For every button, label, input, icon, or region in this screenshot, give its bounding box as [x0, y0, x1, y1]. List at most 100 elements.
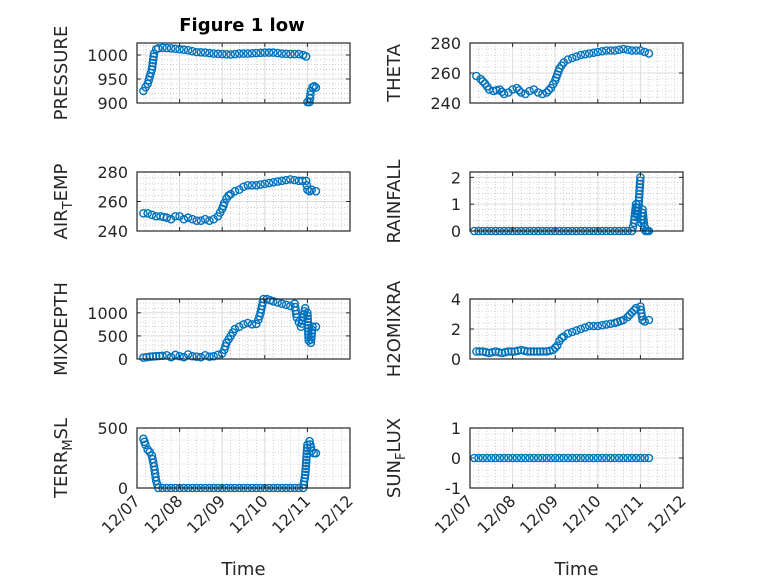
data-point — [183, 350, 193, 359]
subplot-air-temp: 240 260 280 AIRTEMP — [51, 163, 351, 241]
y-tick-label: 0 — [118, 350, 128, 369]
data-point — [205, 216, 214, 225]
data-point — [512, 453, 522, 463]
data-point — [234, 49, 244, 58]
data-point — [301, 464, 310, 474]
data-point — [512, 83, 522, 93]
data-point — [546, 453, 556, 463]
data-point — [631, 46, 641, 55]
data-point — [508, 453, 517, 463]
axes-box-terr-msl — [136, 427, 351, 489]
data-point — [145, 352, 155, 361]
data-point — [635, 176, 645, 186]
data-point — [171, 211, 180, 221]
data-point — [593, 47, 603, 57]
data-point — [171, 44, 180, 54]
data-point — [224, 191, 233, 200]
data-point — [576, 453, 586, 463]
data-point — [589, 48, 598, 58]
data-point — [567, 53, 577, 63]
data-point — [277, 299, 287, 308]
x-tick-label: 12/08 — [473, 491, 519, 537]
y-tick-label: 260 — [97, 193, 128, 212]
data-point — [535, 347, 545, 356]
x-tick-label: 12/08 — [140, 491, 186, 537]
data-point — [593, 453, 603, 463]
data-point — [644, 49, 654, 58]
x-tick-label: 12/10 — [559, 491, 605, 537]
data-point — [286, 175, 295, 184]
data-point — [200, 214, 210, 224]
data-point — [251, 48, 261, 58]
data-point — [499, 453, 509, 463]
data-point — [475, 347, 484, 356]
data-point — [550, 343, 560, 353]
data-point — [162, 43, 172, 53]
data-point — [499, 89, 509, 99]
data-point — [589, 453, 598, 463]
data-point — [619, 453, 628, 463]
data-point — [153, 43, 163, 53]
axes-box-pressure — [136, 42, 351, 104]
data-point — [497, 87, 507, 97]
data-point — [260, 179, 270, 189]
data-point — [584, 321, 594, 331]
markers-air-temp — [139, 175, 321, 225]
data-point — [243, 318, 253, 328]
data-point — [256, 180, 265, 189]
markers-sun-flux — [469, 453, 654, 463]
x-tick-label: 12/10 — [226, 491, 272, 537]
y-axis-label: PRESSURE — [51, 26, 72, 121]
y-tick-label: 1 — [451, 419, 461, 438]
grid-terr-msl — [136, 427, 351, 489]
data-point — [264, 48, 274, 57]
data-point — [602, 46, 611, 55]
data-point — [301, 461, 311, 471]
data-point — [610, 453, 620, 463]
data-point — [281, 175, 291, 185]
data-point — [301, 52, 311, 61]
data-point — [567, 453, 577, 463]
data-point — [576, 324, 586, 334]
data-point — [542, 88, 551, 97]
data-point — [563, 329, 573, 338]
markers-pressure — [139, 43, 321, 107]
data-point — [196, 352, 206, 362]
data-point — [149, 52, 158, 62]
data-point — [230, 186, 240, 196]
data-point — [217, 49, 227, 59]
figure-title: Figure 1 low — [179, 15, 304, 36]
data-point — [606, 453, 615, 463]
y-tick-label: 280 — [430, 34, 461, 53]
markers-mixdepth — [139, 294, 321, 362]
data-point — [584, 453, 594, 463]
data-point — [290, 49, 299, 59]
x-tick-label: 12/11 — [601, 491, 647, 537]
data-point — [179, 214, 189, 224]
axes-box-mixdepth — [136, 298, 351, 360]
data-point — [311, 448, 321, 458]
data-point — [307, 446, 316, 456]
data-point — [251, 180, 261, 190]
data-point — [142, 352, 151, 362]
data-point — [303, 311, 312, 321]
data-point — [638, 315, 647, 325]
data-point — [589, 321, 598, 331]
data-point — [277, 176, 287, 186]
data-point — [273, 48, 282, 58]
data-point — [260, 48, 270, 57]
x-tick-label: 12/09 — [516, 491, 562, 537]
data-point — [614, 45, 624, 55]
data-point — [538, 89, 547, 99]
y-tick-label: 0 — [451, 222, 461, 241]
data-point — [141, 440, 150, 450]
y-tick-label: 2 — [451, 320, 461, 339]
data-point — [507, 347, 516, 356]
data-point — [597, 46, 607, 56]
data-point — [567, 327, 577, 337]
data-point — [247, 49, 257, 58]
y-tick-label: 0 — [451, 350, 461, 369]
data-point — [148, 58, 158, 68]
y-tick-label: 500 — [97, 419, 128, 438]
